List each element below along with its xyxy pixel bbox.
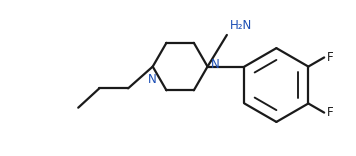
Text: N: N (211, 58, 220, 71)
Text: F: F (326, 51, 333, 64)
Text: N: N (148, 73, 157, 86)
Text: H₂N: H₂N (230, 19, 252, 32)
Text: F: F (326, 106, 333, 119)
